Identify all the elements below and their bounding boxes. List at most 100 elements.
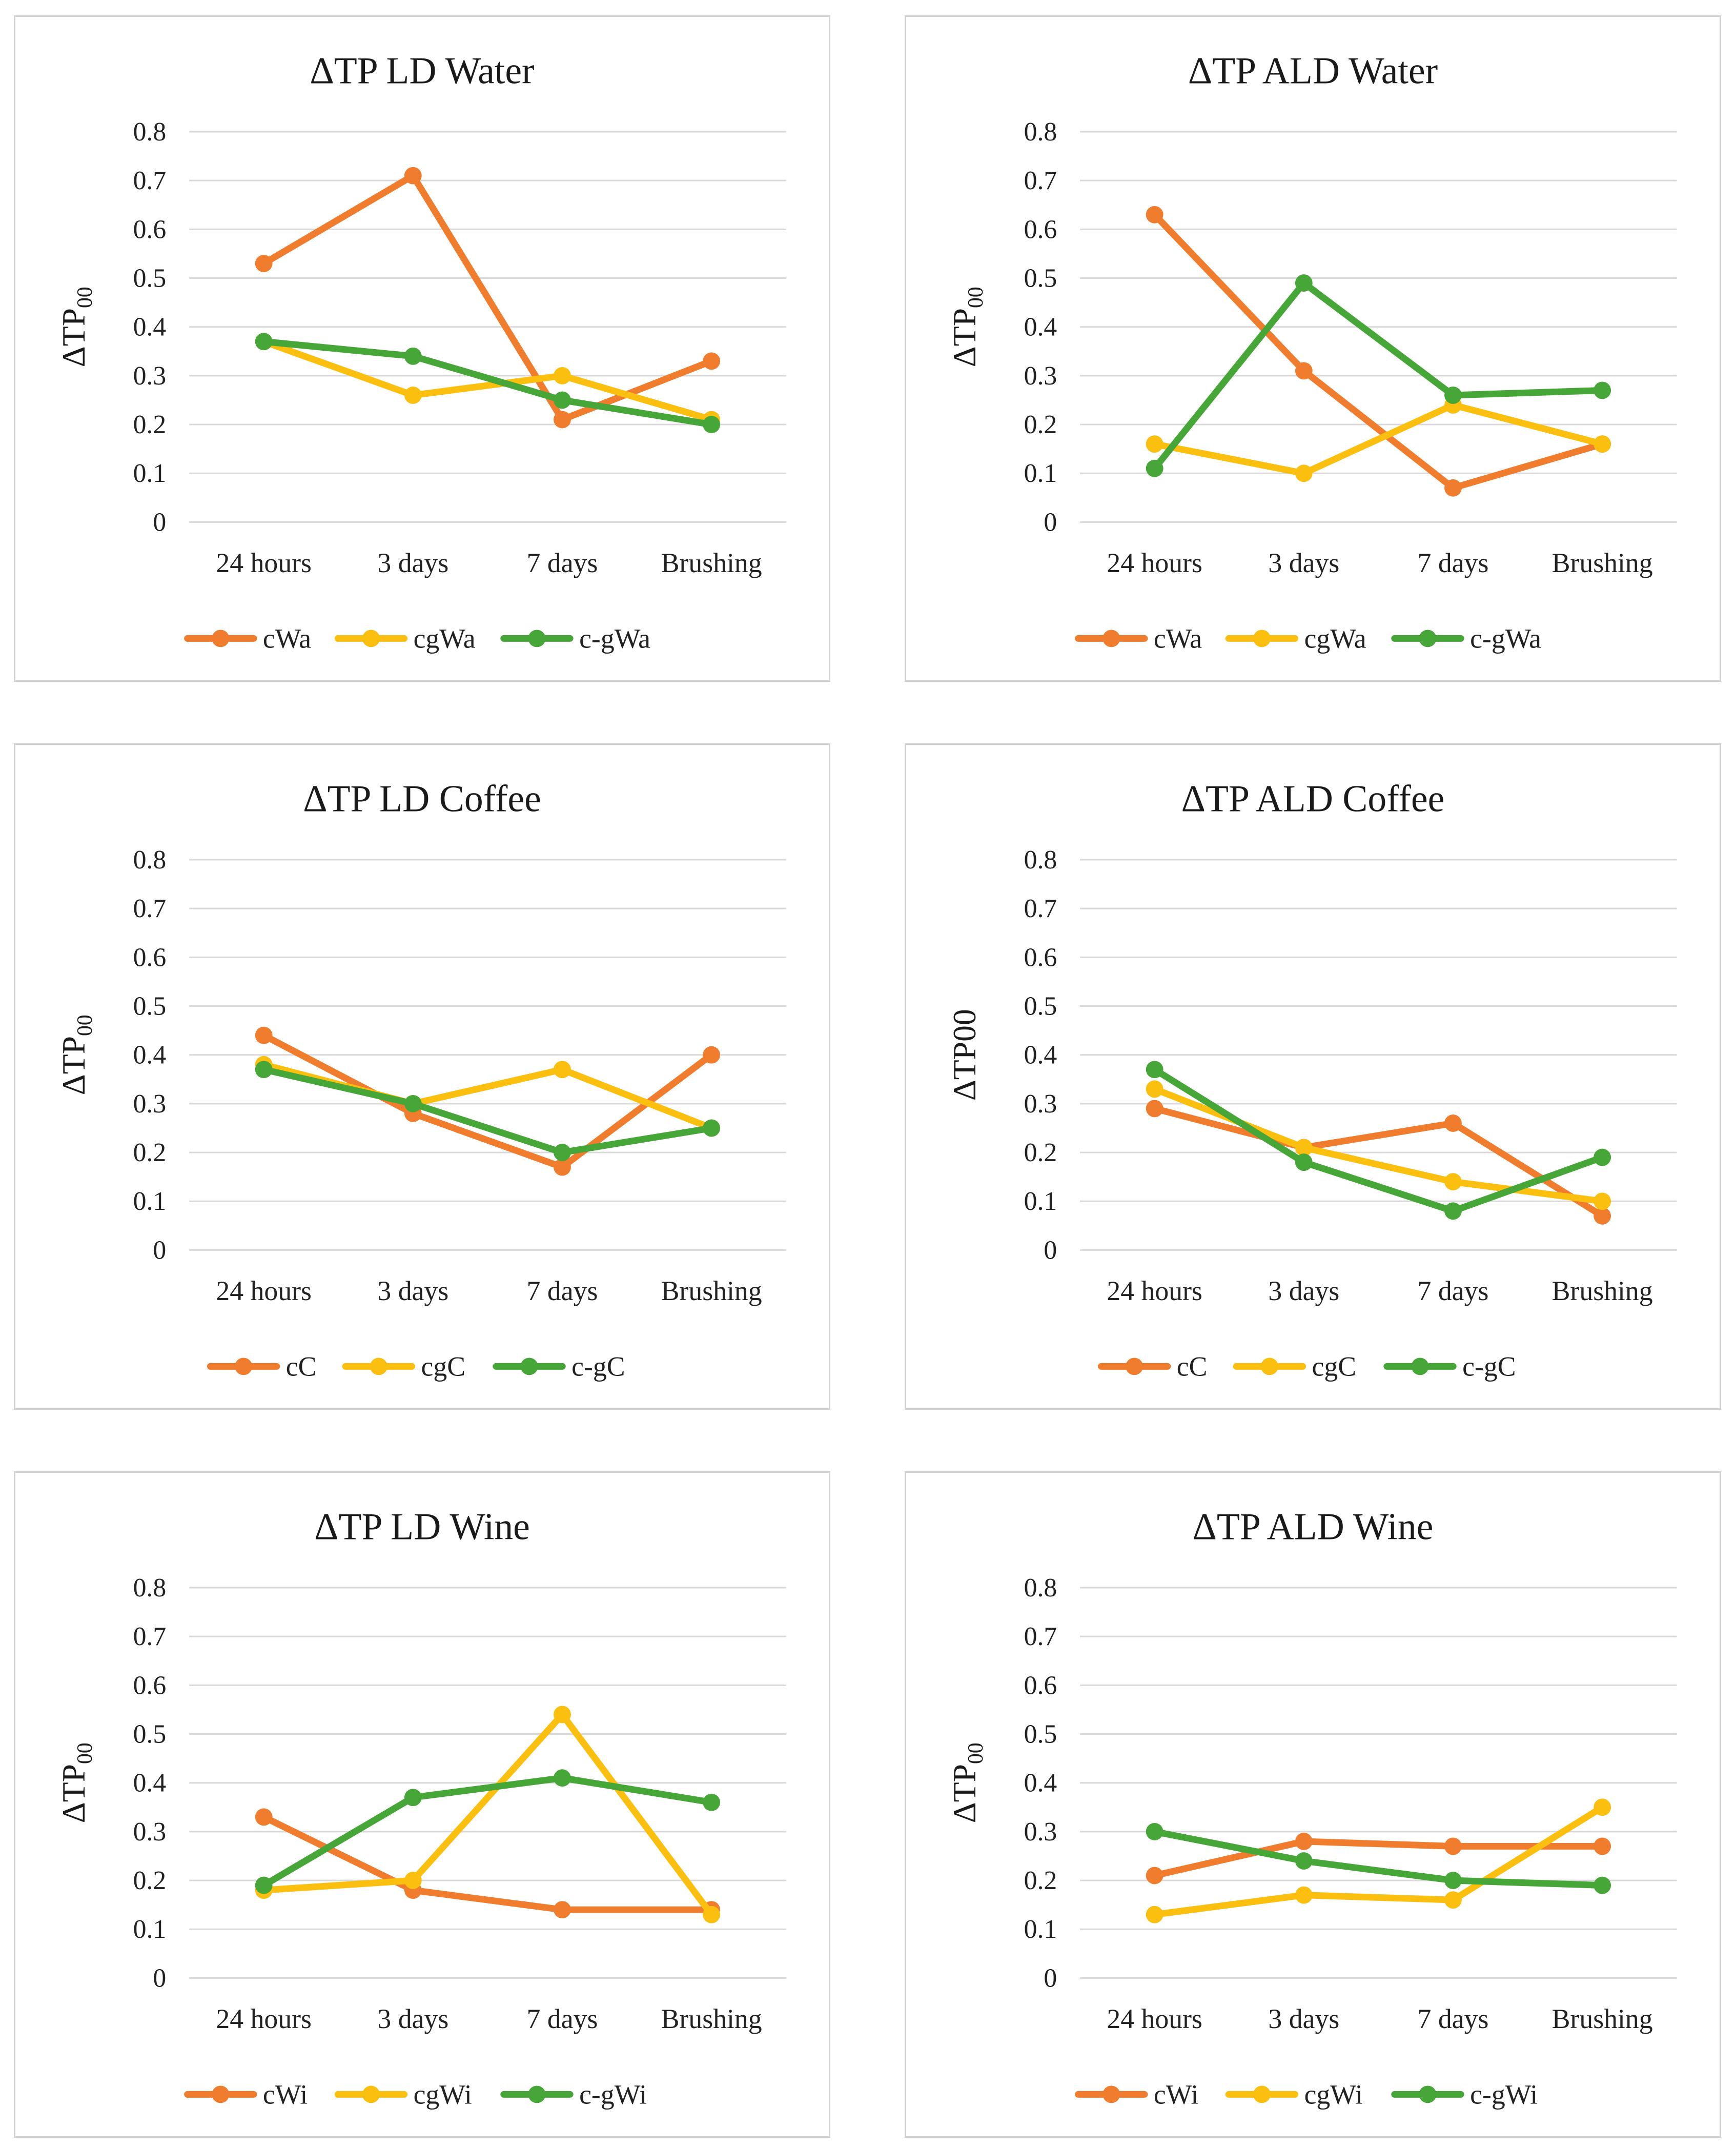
legend-label: cC xyxy=(286,1351,317,1382)
data-point-c-gC xyxy=(1594,1148,1611,1166)
chart-title: ΔTP ALD Wine xyxy=(1193,1505,1434,1547)
legend-marker-cC xyxy=(1126,1357,1143,1375)
chart-panel-ld-coffee: ΔTP LD Coffee 0 0.1 0.2 0.3 0.4 0.5 0.6 0.7 0.8 24… xyxy=(14,743,830,1410)
y-axis-label-subscript: 00 xyxy=(73,287,97,308)
legend-label: cWi xyxy=(1154,2079,1198,2110)
legend-label: cWa xyxy=(263,623,311,654)
y-axis-label-subscript: 00 xyxy=(73,1015,97,1036)
chart-title: ΔTP ALD Coffee xyxy=(1181,777,1445,819)
data-point-cgWa xyxy=(1594,435,1611,453)
y-tick-label: 0.2 xyxy=(133,1138,167,1167)
y-tick-label: 0.7 xyxy=(133,1622,167,1651)
x-tick-label: Brushing xyxy=(1552,1275,1653,1306)
y-tick-label: 0.8 xyxy=(133,117,167,147)
y-tick-label: 0.5 xyxy=(133,991,167,1021)
legend-marker-cWa xyxy=(1102,630,1120,647)
chart-title: ΔTP LD Coffee xyxy=(303,777,541,819)
chart-panel-ld-wine: ΔTP LD Wine 0 0.1 0.2 0.3 0.4 0.5 0.6 0.7 0.8 24 h… xyxy=(14,1471,830,2138)
data-point-cgWi xyxy=(554,1706,571,1724)
line-chart: ΔTP ALD Coffee 0 0.1 0.2 0.3 0.4 0.5 0.6 0.7 0.8 2… xyxy=(946,777,1677,1382)
data-point-c-gWa xyxy=(404,347,422,365)
y-tick-label: 0 xyxy=(153,508,166,537)
x-tick-label: 3 days xyxy=(377,548,448,578)
legend-marker-c-gWi xyxy=(528,2085,546,2103)
y-tick-label: 0.6 xyxy=(1024,215,1057,244)
data-point-cC xyxy=(554,1158,571,1176)
legend-label: c-gC xyxy=(571,1351,625,1382)
data-point-c-gWi xyxy=(1295,1852,1313,1870)
data-point-c-gWa xyxy=(1594,381,1611,399)
y-tick-label: 0.8 xyxy=(1024,1573,1057,1603)
chart-panel-ald-water: ΔTP ALD Water 0 0.1 0.2 0.3 0.4 0.5 0.6 0.7 0.8 24… xyxy=(905,15,1721,682)
data-point-cgWi xyxy=(1444,1891,1462,1909)
y-axis-label: ΔTP00 xyxy=(946,287,988,367)
data-point-c-gWi xyxy=(554,1769,571,1787)
legend-label: c-gWi xyxy=(1470,2079,1538,2110)
legend-marker-cgC xyxy=(1260,1357,1278,1375)
legend-marker-cgWi xyxy=(362,2085,380,2103)
line-chart: ΔTP LD Wine 0 0.1 0.2 0.3 0.4 0.5 0.6 0.7 0.8 24 h… xyxy=(55,1505,786,2110)
x-tick-label: 3 days xyxy=(377,2003,448,2034)
y-tick-label: 0.6 xyxy=(133,215,167,244)
y-tick-label: 0.1 xyxy=(1024,459,1057,488)
y-tick-label: 0.2 xyxy=(133,1866,167,1895)
data-point-cWi xyxy=(554,1901,571,1919)
x-tick-label: Brushing xyxy=(661,548,762,578)
data-point-c-gWi xyxy=(1146,1822,1163,1840)
data-point-cWi xyxy=(1594,1837,1611,1855)
data-point-cgC xyxy=(1444,1173,1462,1191)
series-line-c-gWa xyxy=(260,338,715,428)
legend-label: c-gC xyxy=(1462,1351,1516,1382)
chart-title: ΔTP ALD Water xyxy=(1188,49,1438,91)
legend-label: c-gWa xyxy=(579,623,650,654)
y-tick-label: 0.1 xyxy=(1024,1187,1057,1216)
series-line-c-gC xyxy=(1151,1066,1606,1214)
data-point-c-gC xyxy=(1146,1061,1163,1079)
x-tick-label: Brushing xyxy=(1552,548,1653,578)
y-tick-label: 0.8 xyxy=(133,1573,167,1603)
data-point-cgWa xyxy=(1146,435,1163,453)
y-axis-label: ΔTP00 xyxy=(55,287,97,367)
y-tick-label: 0 xyxy=(1044,1235,1057,1265)
data-point-c-gWi xyxy=(703,1793,721,1811)
x-tick-label: 24 hours xyxy=(1107,548,1202,578)
data-point-cWa xyxy=(255,255,273,272)
chart-panel-ld-water: ΔTP LD Water 0 0.1 0.2 0.3 0.4 0.5 0.6 0.7 0.8 24 … xyxy=(14,15,830,682)
legend-marker-c-gWi xyxy=(1419,2085,1437,2103)
y-tick-label: 0.3 xyxy=(1024,361,1057,391)
y-tick-label: 0.2 xyxy=(1024,1138,1057,1167)
data-point-cgWi xyxy=(404,1872,422,1889)
x-tick-label: Brushing xyxy=(1552,2003,1653,2034)
y-axis-label: ΔTP00 xyxy=(55,1015,97,1095)
legend-marker-cWa xyxy=(212,630,230,647)
series-line-cWi xyxy=(260,1813,715,1913)
data-point-cC xyxy=(1594,1207,1611,1225)
x-tick-label: 24 hours xyxy=(1107,1275,1202,1306)
y-tick-label: 0.1 xyxy=(133,1915,167,1944)
legend-marker-cgWa xyxy=(362,630,380,647)
y-tick-label: 0.6 xyxy=(133,1671,167,1700)
legend-label: cgC xyxy=(1312,1351,1357,1382)
legend-label: cgWi xyxy=(414,2079,472,2110)
data-point-cgC xyxy=(1146,1080,1163,1098)
series-line-cgWa xyxy=(260,338,715,423)
y-tick-label: 0.7 xyxy=(133,166,167,195)
data-point-cWi xyxy=(1146,1867,1163,1884)
data-point-cWa xyxy=(1146,206,1163,224)
data-point-cWi xyxy=(1444,1837,1462,1855)
data-point-cgWi xyxy=(1594,1798,1611,1816)
y-tick-label: 0 xyxy=(153,1235,166,1265)
legend-marker-c-gC xyxy=(1411,1357,1429,1375)
x-tick-label: Brushing xyxy=(661,2003,762,2034)
series-line-c-gC xyxy=(260,1066,715,1156)
y-tick-label: 0.1 xyxy=(1024,1915,1057,1944)
data-point-c-gC xyxy=(703,1119,721,1137)
legend-label: cWi xyxy=(263,2079,308,2110)
x-tick-label: 3 days xyxy=(1268,1275,1339,1306)
data-point-cWa xyxy=(703,352,721,370)
series-line-cgWi xyxy=(1151,1803,1606,1918)
y-tick-label: 0.4 xyxy=(1024,1041,1057,1070)
y-tick-label: 0.3 xyxy=(1024,1817,1057,1847)
chart-panel-ald-wine: ΔTP ALD Wine 0 0.1 0.2 0.3 0.4 0.5 0.6 0.7 0.8 24 … xyxy=(905,1471,1721,2138)
legend-marker-cWi xyxy=(1102,2085,1120,2103)
